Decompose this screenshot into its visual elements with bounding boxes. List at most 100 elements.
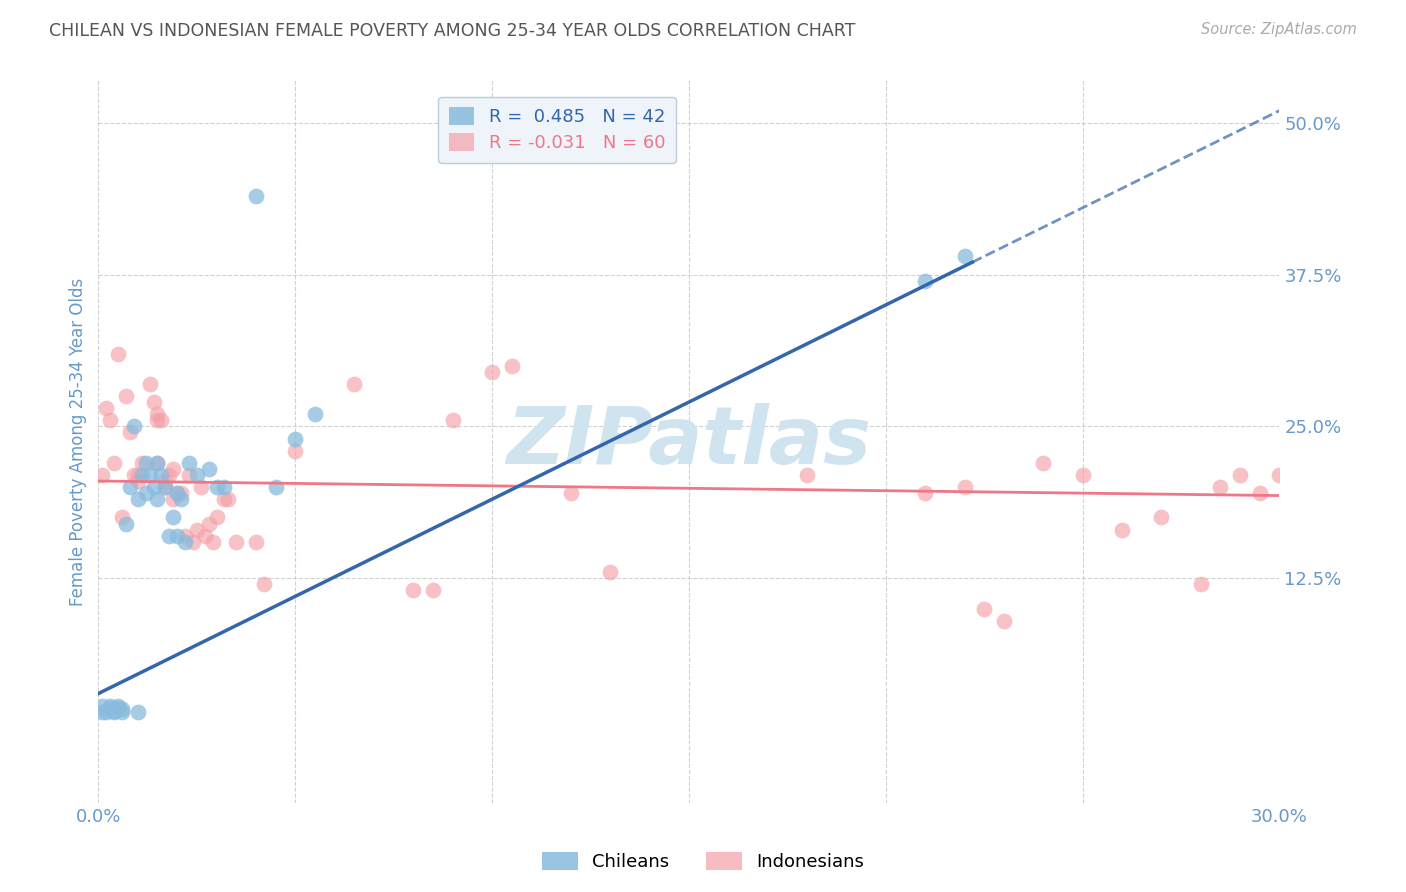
Point xyxy=(181,534,204,549)
Y-axis label: Female Poverty Among 25-34 Year Olds: Female Poverty Among 25-34 Year Olds xyxy=(69,277,87,606)
Point xyxy=(501,359,523,373)
Point xyxy=(91,698,114,713)
Point xyxy=(96,705,118,719)
Point xyxy=(166,486,188,500)
Point xyxy=(1209,480,1232,494)
Point xyxy=(560,486,582,500)
Point xyxy=(914,274,936,288)
Point xyxy=(146,456,169,470)
Point xyxy=(98,701,121,715)
Point xyxy=(103,456,125,470)
Point xyxy=(146,413,169,427)
Point xyxy=(1268,467,1291,482)
Point xyxy=(245,188,267,202)
Point xyxy=(138,376,160,391)
Point xyxy=(170,492,193,507)
Point xyxy=(135,456,157,470)
Point xyxy=(953,249,976,263)
Point xyxy=(142,395,165,409)
Point xyxy=(973,601,995,615)
Point xyxy=(953,480,976,494)
Point xyxy=(155,474,177,488)
Point xyxy=(177,456,200,470)
Point xyxy=(127,705,149,719)
Point xyxy=(155,480,177,494)
Point xyxy=(131,456,153,470)
Point xyxy=(177,467,200,482)
Legend: Chileans, Indonesians: Chileans, Indonesians xyxy=(534,846,872,879)
Point xyxy=(441,413,464,427)
Point xyxy=(1150,510,1173,524)
Point xyxy=(402,583,425,598)
Point xyxy=(118,480,141,494)
Point xyxy=(1189,577,1212,591)
Point xyxy=(174,534,197,549)
Point xyxy=(1111,523,1133,537)
Point xyxy=(1229,467,1251,482)
Point xyxy=(197,516,219,531)
Point xyxy=(111,510,134,524)
Point xyxy=(115,389,138,403)
Point xyxy=(150,467,173,482)
Text: ZIPatlas: ZIPatlas xyxy=(506,402,872,481)
Point xyxy=(146,492,169,507)
Point xyxy=(186,523,208,537)
Text: Source: ZipAtlas.com: Source: ZipAtlas.com xyxy=(1201,22,1357,37)
Point xyxy=(993,614,1015,628)
Point xyxy=(111,705,134,719)
Point xyxy=(186,467,208,482)
Point xyxy=(146,407,169,421)
Point xyxy=(205,480,228,494)
Point xyxy=(107,701,129,715)
Point xyxy=(127,492,149,507)
Point xyxy=(194,529,217,543)
Point xyxy=(304,407,326,421)
Point xyxy=(214,492,236,507)
Point xyxy=(157,529,180,543)
Point xyxy=(107,698,129,713)
Point xyxy=(422,583,444,598)
Point xyxy=(205,510,228,524)
Legend: R =  0.485   N = 42, R = -0.031   N = 60: R = 0.485 N = 42, R = -0.031 N = 60 xyxy=(439,96,676,163)
Point xyxy=(1071,467,1094,482)
Point xyxy=(170,486,193,500)
Point xyxy=(150,413,173,427)
Point xyxy=(118,425,141,440)
Point xyxy=(166,486,188,500)
Point xyxy=(162,492,184,507)
Point xyxy=(201,534,224,549)
Point xyxy=(91,705,114,719)
Point xyxy=(481,365,503,379)
Point xyxy=(284,432,307,446)
Point xyxy=(796,467,818,482)
Point xyxy=(142,480,165,494)
Point xyxy=(599,565,621,579)
Point xyxy=(107,346,129,360)
Point xyxy=(914,486,936,500)
Point xyxy=(98,413,121,427)
Point xyxy=(190,480,212,494)
Point xyxy=(225,534,247,549)
Point xyxy=(217,492,239,507)
Point xyxy=(131,467,153,482)
Point xyxy=(264,480,287,494)
Point xyxy=(162,510,184,524)
Point xyxy=(284,443,307,458)
Point xyxy=(111,702,134,716)
Point xyxy=(1249,486,1271,500)
Point xyxy=(98,698,121,713)
Point xyxy=(1032,456,1054,470)
Point xyxy=(245,534,267,549)
Point xyxy=(127,474,149,488)
Point xyxy=(127,467,149,482)
Point xyxy=(197,462,219,476)
Point xyxy=(174,529,197,543)
Point xyxy=(122,467,145,482)
Point xyxy=(166,529,188,543)
Text: CHILEAN VS INDONESIAN FEMALE POVERTY AMONG 25-34 YEAR OLDS CORRELATION CHART: CHILEAN VS INDONESIAN FEMALE POVERTY AMO… xyxy=(49,22,856,40)
Point xyxy=(343,376,366,391)
Point xyxy=(138,467,160,482)
Point xyxy=(122,419,145,434)
Point xyxy=(103,705,125,719)
Point xyxy=(115,516,138,531)
